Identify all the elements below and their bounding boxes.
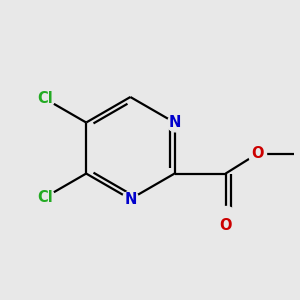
- Text: O: O: [219, 218, 232, 233]
- Text: Cl: Cl: [38, 190, 53, 205]
- Text: N: N: [124, 192, 136, 207]
- Text: O: O: [251, 146, 263, 161]
- Text: N: N: [168, 115, 181, 130]
- Text: Cl: Cl: [38, 92, 53, 106]
